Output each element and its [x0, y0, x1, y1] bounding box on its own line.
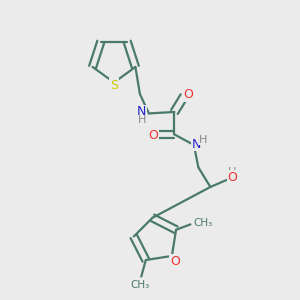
Text: O: O: [170, 255, 180, 268]
Text: H: H: [228, 167, 236, 177]
Text: N: N: [137, 106, 146, 118]
Text: H: H: [199, 135, 208, 145]
Text: H: H: [138, 116, 146, 125]
Text: CH₃: CH₃: [130, 280, 149, 290]
Text: S: S: [110, 79, 118, 92]
Text: O: O: [227, 171, 237, 184]
Text: N: N: [192, 138, 201, 151]
Text: CH₃: CH₃: [194, 218, 213, 228]
Text: O: O: [148, 129, 158, 142]
Text: O: O: [183, 88, 193, 101]
